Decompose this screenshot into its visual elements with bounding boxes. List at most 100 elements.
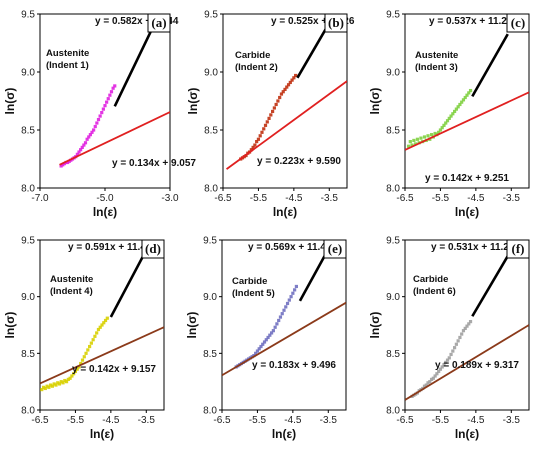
fit-equation-low: y = 0.223x + 9.590 (257, 156, 341, 167)
panel-label: (b) (328, 15, 344, 30)
plot-content (59, 31, 170, 168)
data-point (442, 363, 446, 367)
data-point (105, 100, 109, 104)
fit-line-low (40, 326, 164, 385)
data-point (285, 301, 290, 306)
data-point (437, 130, 441, 134)
data-point (468, 320, 473, 324)
data-point (95, 331, 99, 335)
y-axis-label: ln(σ) (186, 88, 200, 115)
x-axis-label: ln(ε) (455, 427, 479, 441)
chart-panel-3: 8.0 8.5 9.0 9.5 -6.5 -5.5 -4.5 -3.5 ln(ε) ln(σ) y … (368, 10, 530, 219)
data-point (261, 342, 265, 346)
data-point (249, 148, 253, 152)
x-tick-label: -6.5 (31, 415, 49, 426)
plot-content (405, 33, 529, 151)
data-point (424, 383, 428, 387)
data-point (251, 145, 255, 149)
x-tick-label: -3.0 (161, 193, 179, 204)
y-tick-label: 8.5 (21, 349, 35, 360)
data-point (45, 384, 49, 388)
data-point (461, 98, 466, 102)
data-point (440, 365, 444, 369)
data-point (449, 114, 453, 118)
fit-line-high (113, 31, 152, 107)
data-point (59, 164, 63, 168)
data-point (451, 112, 455, 116)
x-tick-label: -6.5 (214, 193, 232, 204)
chart-panel-4: 8.0 8.5 9.0 9.5 -6.5 -5.5 -4.5 -3.5 ln(ε) ln(σ) y … (3, 236, 165, 441)
panel-label: (f) (512, 241, 525, 256)
data-point (408, 140, 412, 144)
data-point (468, 88, 473, 93)
x-tick-label: -5.0 (96, 193, 114, 204)
data-point (56, 381, 60, 385)
x-tick-label: -5.5 (250, 193, 268, 204)
data-point (440, 126, 444, 130)
data-point (284, 305, 288, 309)
y-axis-label: ln(σ) (368, 88, 382, 115)
y-tick-label: 8.0 (203, 406, 217, 417)
data-point (61, 163, 65, 167)
fit-equation-high: y = 0.531x + 11.27 (431, 242, 515, 253)
data-point (43, 386, 47, 391)
x-tick-label: -3.5 (503, 193, 521, 204)
data-point (79, 148, 83, 152)
data-point (274, 102, 278, 107)
chart-panel-2: 8.0 8.5 9.0 9.5 -6.5 -5.5 -4.5 -3.5 ln(ε) ln(σ) y … (186, 10, 355, 220)
y-tick-label: 8.5 (386, 126, 400, 137)
data-point (260, 130, 264, 134)
panel-label-box (324, 13, 348, 33)
panel-annotation: Carbide (232, 276, 267, 287)
data-point (454, 107, 458, 111)
data-point (258, 134, 262, 138)
data-point (438, 367, 443, 371)
data-point (41, 385, 46, 389)
fit-equation-low: y = 0.142x + 9.251 (425, 173, 509, 184)
data-point (264, 338, 268, 342)
data-point (467, 91, 471, 95)
panel-label-box (141, 239, 165, 259)
fit-line-high (296, 28, 327, 79)
data-point (461, 329, 466, 333)
x-tick-label: -5.5 (432, 415, 450, 426)
data-point (458, 335, 462, 340)
data-point (262, 127, 266, 131)
data-point (426, 381, 430, 385)
x-tick-label: -4.5 (467, 193, 485, 204)
data-point (262, 340, 267, 344)
data-point (271, 329, 275, 333)
data-point (410, 143, 414, 147)
data-point (93, 124, 97, 129)
data-point (270, 331, 274, 335)
panel-annotation: Austenite (50, 274, 93, 285)
data-point (75, 152, 79, 156)
fit-line-high (109, 249, 148, 318)
data-point (62, 162, 66, 166)
data-point (289, 295, 293, 299)
data-point (82, 143, 86, 147)
data-point (412, 138, 416, 143)
panel-annotation: (Indent 3) (415, 62, 458, 73)
data-point (437, 369, 441, 374)
fit-line-high (471, 255, 509, 317)
data-point (465, 93, 469, 97)
panel-annotation: (Indent 1) (46, 60, 89, 71)
plot-content (405, 255, 529, 401)
data-point (422, 135, 427, 139)
fit-equation-high: y = 0.591x + 11.48 (68, 242, 152, 253)
data-point (429, 133, 434, 137)
y-tick-label: 9.5 (203, 236, 217, 247)
data-point (92, 128, 96, 132)
data-point (266, 335, 270, 340)
y-tick-label: 9.5 (21, 10, 35, 21)
data-point (111, 86, 115, 90)
y-tick-label: 9.0 (386, 68, 400, 79)
fit-line-low (59, 111, 170, 166)
data-point (109, 90, 114, 94)
data-point (458, 102, 462, 107)
x-tick-label: -3.5 (138, 415, 156, 426)
data-point (426, 134, 430, 138)
data-point (414, 142, 418, 146)
fit-equation-high: y = 0.569x + 11.41 (248, 242, 332, 253)
